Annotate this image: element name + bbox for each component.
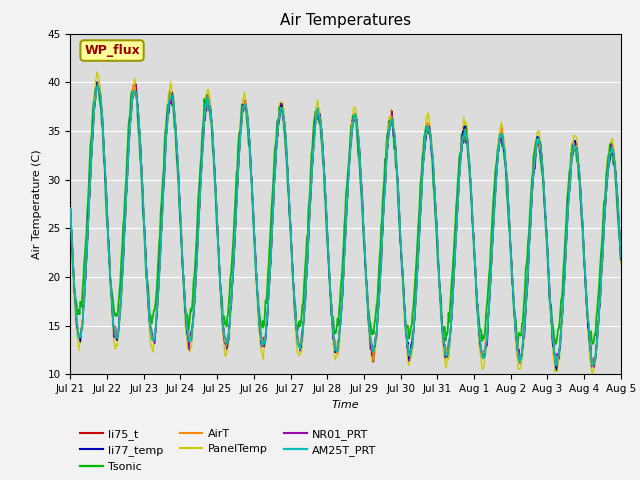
li77_temp (617, 253, 625, 259)
Line: li77_temp: li77_temp (70, 82, 621, 370)
AirT (94, 80, 102, 86)
li75_t (190, 311, 198, 316)
Tsonic (219, 313, 227, 319)
li75_t (413, 271, 421, 276)
Line: li75_t: li75_t (70, 85, 621, 364)
Tsonic (413, 244, 421, 250)
AM25T_PRT (190, 310, 198, 316)
AM25T_PRT (67, 205, 74, 211)
Text: WP_flux: WP_flux (84, 44, 140, 57)
X-axis label: Time: Time (332, 400, 360, 409)
Line: NR01_PRT: NR01_PRT (70, 84, 621, 368)
Title: Air Temperatures: Air Temperatures (280, 13, 411, 28)
AM25T_PRT (94, 82, 102, 88)
AM25T_PRT (617, 254, 625, 260)
li77_temp (413, 271, 421, 277)
li75_t (134, 106, 141, 112)
li77_temp (190, 312, 198, 318)
PanelTemp (429, 165, 437, 171)
li77_temp (77, 339, 84, 345)
li77_temp (219, 319, 227, 325)
li77_temp (67, 204, 74, 210)
AirT (67, 207, 74, 213)
PanelTemp (617, 261, 625, 267)
AM25T_PRT (553, 363, 561, 369)
AM25T_PRT (134, 106, 141, 111)
Line: Tsonic: Tsonic (70, 83, 621, 348)
NR01_PRT (553, 365, 561, 371)
PanelTemp (134, 105, 141, 111)
NR01_PRT (617, 256, 625, 262)
PanelTemp (413, 267, 421, 273)
AM25T_PRT (219, 321, 227, 327)
li77_temp (429, 167, 437, 172)
AirT (190, 307, 198, 313)
Tsonic (514, 345, 522, 351)
Tsonic (67, 211, 74, 217)
Tsonic (77, 299, 84, 305)
AirT (429, 156, 437, 162)
Tsonic (134, 116, 141, 121)
li75_t (219, 320, 227, 325)
li75_t (590, 361, 598, 367)
AM25T_PRT (413, 271, 421, 276)
NR01_PRT (67, 208, 74, 214)
li77_temp (93, 79, 101, 85)
li77_temp (553, 367, 561, 373)
PanelTemp (589, 372, 596, 377)
Tsonic (190, 277, 198, 283)
PanelTemp (190, 314, 198, 320)
PanelTemp (93, 69, 101, 74)
NR01_PRT (77, 333, 84, 339)
NR01_PRT (134, 101, 141, 107)
PanelTemp (67, 218, 74, 224)
AirT (553, 362, 561, 368)
NR01_PRT (413, 270, 421, 276)
Tsonic (429, 181, 437, 187)
li75_t (94, 83, 102, 88)
Line: AM25T_PRT: AM25T_PRT (70, 85, 621, 366)
AirT (134, 106, 141, 111)
AM25T_PRT (77, 335, 84, 340)
PanelTemp (219, 330, 227, 336)
Y-axis label: Air Temperature (C): Air Temperature (C) (32, 149, 42, 259)
NR01_PRT (132, 81, 140, 87)
AirT (617, 254, 625, 260)
li75_t (617, 255, 625, 261)
li75_t (429, 163, 437, 168)
Legend: li75_t, li77_temp, Tsonic, AirT, PanelTemp, NR01_PRT, AM25T_PRT: li75_t, li77_temp, Tsonic, AirT, PanelTe… (76, 424, 381, 476)
Line: AirT: AirT (70, 83, 621, 365)
li75_t (67, 205, 74, 211)
Line: PanelTemp: PanelTemp (70, 72, 621, 374)
AM25T_PRT (429, 163, 437, 168)
NR01_PRT (429, 164, 437, 170)
Tsonic (93, 80, 101, 86)
Tsonic (617, 257, 625, 263)
li77_temp (134, 103, 141, 109)
PanelTemp (77, 340, 84, 346)
AirT (77, 333, 84, 339)
NR01_PRT (190, 311, 198, 316)
li75_t (77, 335, 84, 340)
NR01_PRT (219, 324, 227, 330)
AirT (413, 270, 421, 276)
AirT (219, 318, 227, 324)
